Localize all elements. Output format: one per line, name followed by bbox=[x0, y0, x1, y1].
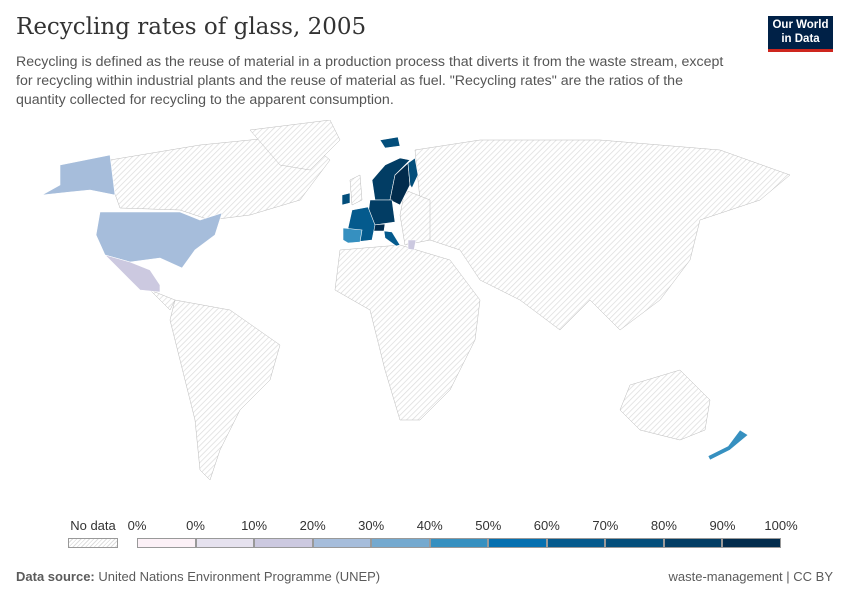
legend-tick-label: 50% bbox=[475, 518, 502, 533]
legend-bin[interactable] bbox=[663, 538, 723, 548]
legend-bin[interactable] bbox=[254, 538, 313, 548]
legend-tick-label: 80% bbox=[650, 518, 677, 533]
legend-tick-label: 60% bbox=[533, 518, 560, 533]
legend-tick-label: 20% bbox=[299, 518, 326, 533]
legend-bin[interactable] bbox=[371, 538, 430, 548]
legend-bin[interactable] bbox=[488, 538, 547, 548]
no-data-regions bbox=[109, 120, 791, 481]
data-regions bbox=[41, 136, 749, 461]
source-text[interactable]: United Nations Environment Programme (UN… bbox=[98, 569, 381, 584]
legend-bin[interactable] bbox=[137, 538, 196, 548]
region-south-america[interactable] bbox=[169, 299, 281, 481]
region-finland[interactable] bbox=[407, 157, 419, 189]
source-label: Data source: bbox=[16, 569, 95, 584]
legend-no-data-label: No data bbox=[70, 518, 116, 533]
legend-bin[interactable] bbox=[546, 538, 606, 548]
region-australia[interactable] bbox=[619, 369, 711, 441]
legend-tick-label: 70% bbox=[592, 518, 619, 533]
legend-bin[interactable] bbox=[429, 538, 489, 548]
subtitle: Recycling is defined as the reuse of mat… bbox=[16, 54, 724, 108]
legend-tick-label: 0% bbox=[127, 518, 147, 533]
region-greece[interactable] bbox=[407, 239, 417, 251]
region-spain[interactable] bbox=[342, 227, 363, 244]
world-map[interactable] bbox=[0, 120, 850, 510]
region-ireland[interactable] bbox=[341, 192, 351, 206]
legend-tick-label: 40% bbox=[416, 518, 443, 533]
region-greenland[interactable] bbox=[249, 120, 341, 171]
region-usa[interactable] bbox=[95, 211, 223, 269]
legend-bin[interactable] bbox=[722, 538, 781, 548]
legend-tick-label: 100% bbox=[764, 518, 798, 533]
data-source: Data source: United Nations Environment … bbox=[16, 569, 380, 584]
page-title: Recycling rates of glass, 2005 bbox=[16, 14, 367, 40]
legend-tick-label: 0% bbox=[186, 518, 205, 533]
region-east-europe[interactable] bbox=[399, 189, 431, 246]
region-italy[interactable] bbox=[383, 230, 401, 247]
region-uk[interactable] bbox=[349, 174, 363, 206]
legend-no-data-swatch[interactable] bbox=[68, 538, 118, 548]
region-russia-asia[interactable] bbox=[414, 139, 791, 331]
owid-logo[interactable]: Our World in Data bbox=[768, 16, 833, 52]
footer-right[interactable]: waste-management | CC BY bbox=[668, 569, 834, 584]
region-iceland[interactable] bbox=[379, 136, 401, 149]
region-central-america[interactable] bbox=[149, 289, 176, 311]
region-africa[interactable] bbox=[334, 244, 481, 421]
legend-bin[interactable] bbox=[605, 538, 664, 548]
region-alaska[interactable] bbox=[41, 154, 116, 196]
legend-bin[interactable] bbox=[195, 538, 255, 548]
legend-tick-label: 10% bbox=[241, 518, 268, 533]
legend-tick-label: 30% bbox=[358, 518, 385, 533]
legend-tick-label: 90% bbox=[709, 518, 736, 533]
region-mexico[interactable] bbox=[103, 254, 161, 293]
legend-bin[interactable] bbox=[312, 538, 372, 548]
legend: No data 0% 0% 10% 20% 30% 40% 50% 60% 70% 80% 90% 1… bbox=[0, 518, 850, 553]
region-new-zealand[interactable] bbox=[707, 429, 749, 461]
